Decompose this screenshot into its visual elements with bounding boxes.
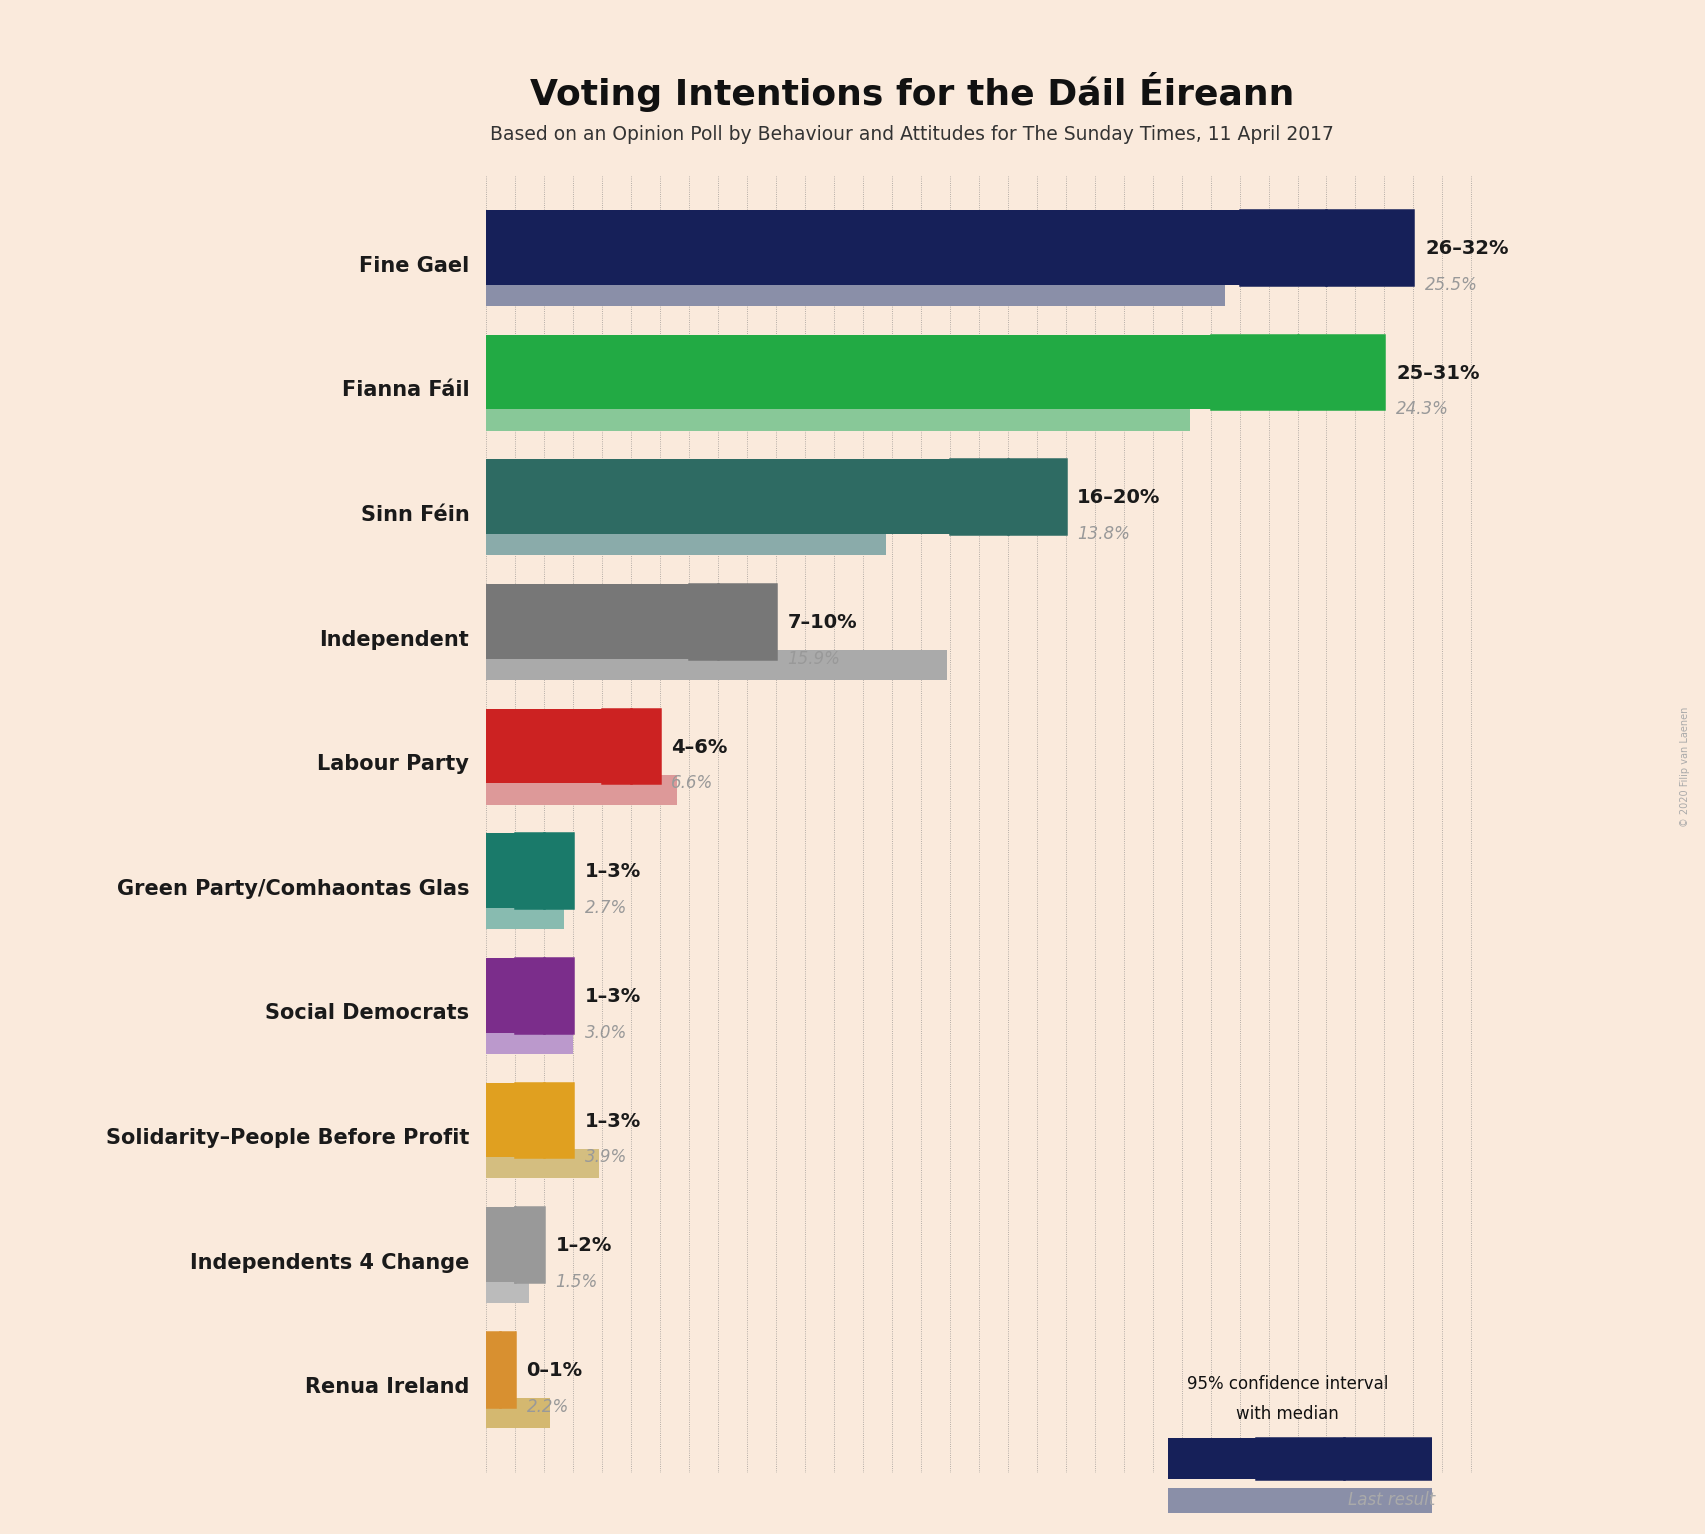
Bar [486, 334, 1211, 410]
Text: Voting Intentions for the Dáil Éireann: Voting Intentions for the Dáil Éireann [530, 72, 1294, 112]
Text: 13.8%: 13.8% [1078, 525, 1130, 543]
Bar [515, 833, 573, 908]
Bar [515, 957, 573, 1032]
Text: 16–20%: 16–20% [1078, 488, 1161, 508]
Bar [602, 709, 660, 784]
Bar [501, 1332, 515, 1407]
Text: Last result: Last result [1349, 1491, 1436, 1509]
Text: 6.6%: 6.6% [672, 775, 714, 793]
Bar [1298, 334, 1384, 410]
Bar [486, 1083, 515, 1157]
Bar [1211, 334, 1384, 410]
Bar [631, 709, 660, 784]
Text: 3.9%: 3.9% [585, 1149, 627, 1166]
Text: © 2020 Filip van Laenen: © 2020 Filip van Laenen [1679, 707, 1690, 827]
Bar [486, 833, 515, 908]
Bar [515, 1207, 544, 1282]
Bar [1326, 210, 1413, 285]
Bar [486, 276, 1224, 305]
Text: 25–31%: 25–31% [1396, 364, 1480, 384]
Text: Based on an Opinion Poll by Behaviour and Attitudes for The Sunday Times, 11 Apr: Based on an Opinion Poll by Behaviour an… [491, 126, 1333, 144]
Bar [486, 650, 946, 680]
Bar [486, 1332, 501, 1407]
Bar [950, 459, 1008, 534]
Bar [602, 709, 631, 784]
Text: 26–32%: 26–32% [1425, 239, 1509, 258]
Bar [515, 1083, 544, 1157]
Bar [486, 210, 1240, 285]
Bar [515, 957, 544, 1032]
Bar [486, 400, 1190, 431]
Bar [544, 833, 573, 908]
Bar [486, 709, 602, 784]
Bar [486, 525, 887, 555]
Text: 3.0%: 3.0% [585, 1023, 627, 1042]
Text: 2.7%: 2.7% [585, 899, 627, 917]
Text: 24.3%: 24.3% [1396, 400, 1449, 419]
Bar [1211, 334, 1298, 410]
Bar [515, 833, 544, 908]
Bar [486, 1207, 515, 1282]
Bar [1257, 1439, 1432, 1479]
Bar [1257, 1439, 1344, 1479]
Bar [544, 957, 573, 1032]
Bar [689, 584, 776, 658]
Bar [486, 957, 515, 1032]
Bar [1168, 1488, 1432, 1513]
Text: 2.2%: 2.2% [527, 1397, 569, 1416]
Text: 1–3%: 1–3% [585, 986, 641, 1006]
Bar [544, 1083, 573, 1157]
Bar [1344, 1439, 1432, 1479]
Bar [486, 459, 950, 534]
Text: 0–1%: 0–1% [527, 1361, 583, 1381]
Text: 1–3%: 1–3% [585, 862, 641, 882]
Text: 1–3%: 1–3% [585, 1112, 641, 1131]
Text: 1.5%: 1.5% [556, 1273, 598, 1292]
Bar [486, 775, 677, 804]
Bar [1240, 210, 1413, 285]
Bar [1168, 1439, 1257, 1479]
Bar [515, 1207, 544, 1282]
Text: 1–2%: 1–2% [556, 1236, 612, 1255]
Bar [486, 1149, 598, 1178]
Bar [486, 1025, 573, 1054]
Bar [486, 584, 689, 658]
Text: 4–6%: 4–6% [672, 738, 728, 756]
Bar [718, 584, 776, 658]
Bar [515, 1083, 573, 1157]
Bar [486, 1332, 515, 1407]
Bar [1008, 459, 1066, 534]
Text: 15.9%: 15.9% [788, 650, 841, 667]
Text: 25.5%: 25.5% [1425, 276, 1478, 295]
Bar [486, 1273, 529, 1302]
Bar [1240, 210, 1326, 285]
Text: 7–10%: 7–10% [788, 614, 858, 632]
Bar [486, 1397, 549, 1428]
Bar [486, 899, 564, 930]
Bar [950, 459, 1066, 534]
Text: with median: with median [1236, 1405, 1338, 1424]
Text: 95% confidence interval: 95% confidence interval [1187, 1374, 1388, 1393]
Bar [689, 584, 718, 658]
